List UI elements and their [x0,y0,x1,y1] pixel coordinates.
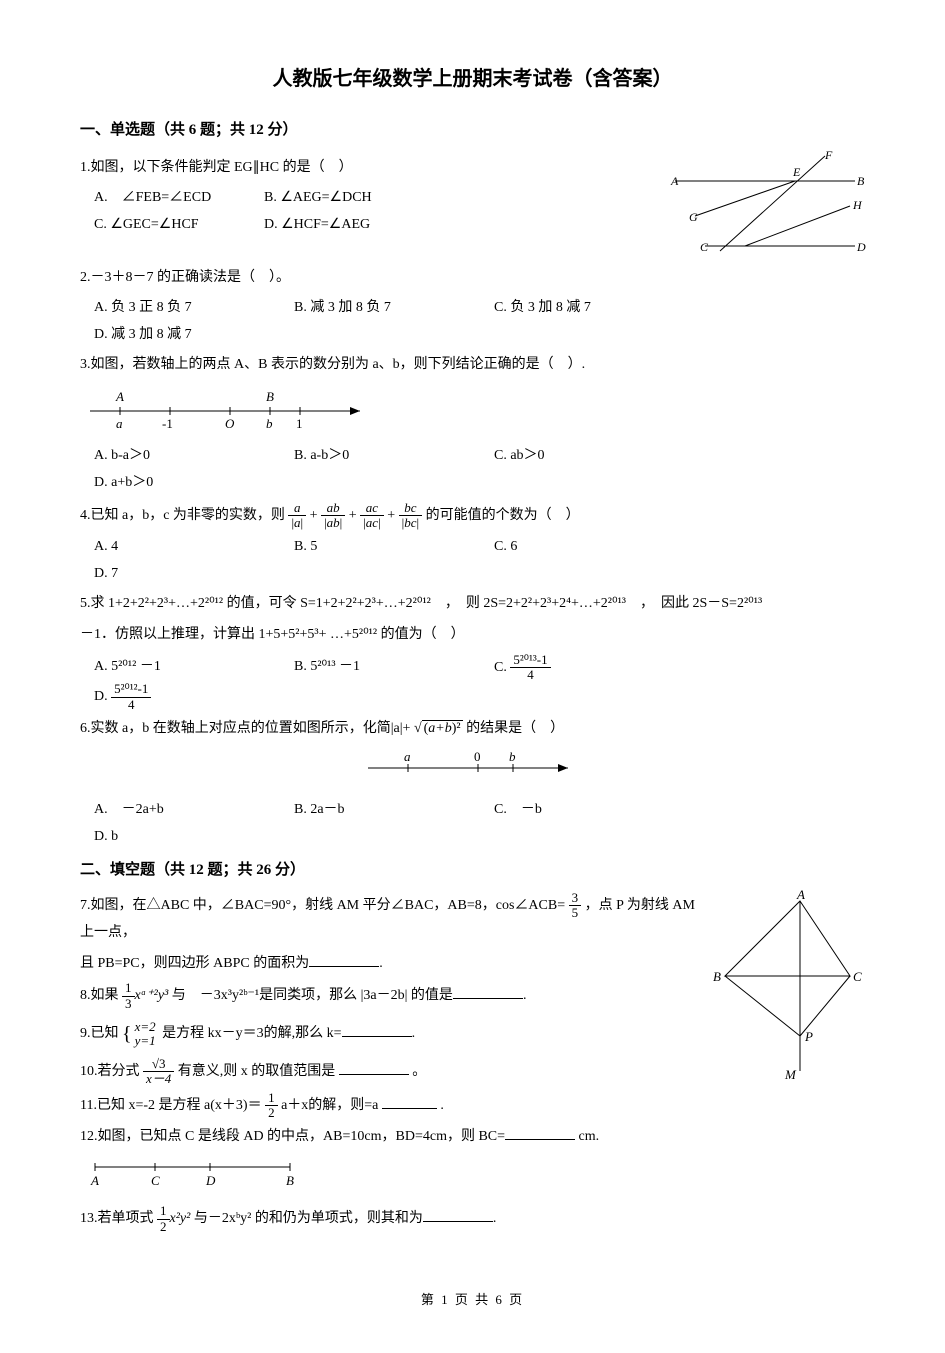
q9: 9.已知 {x=2y=1 是方程 kx－y＝3的解,那么 k=. [80,1015,865,1053]
q12-label-C: C [151,1173,160,1188]
q5-optB: B. 5²⁰¹³ －1 [294,654,454,681]
q1-label-E: E [792,165,801,179]
q2-optA: A. 负 3 正 8 负 7 [94,295,254,322]
q4-optA: A. 4 [94,534,254,561]
q3-optA: A. b-a＞0 [94,443,254,470]
q1-optB: B. ∠AEG=∠DCH [264,185,394,212]
q12: 12.如图，已知点 C 是线段 AD 的中点，AB=10cm，BD=4cm，则 … [80,1124,865,1151]
q5-line2: －1．仿照以上推理，计算出 1+5+5²+5³+ …+5²⁰¹² 的值为（ ） [80,622,865,649]
q12-label-A: A [90,1173,99,1188]
q11: 11.已知 x=-2 是方程 a(x＋3)＝ 12 a＋x的解，则=a . [80,1091,865,1121]
q8-blank [453,984,523,999]
q4-pre: 4.已知 a，b，c 为非零的实数，则 [80,508,288,523]
q6-pre: 6.实数 a，b 在数轴上对应点的位置如图所示，化简|a|+ [80,721,414,736]
q11-blank [382,1094,437,1109]
q1-label-F: F [824,148,833,162]
q1-label-A: A [670,174,679,188]
section2-heading: 二、填空题（共 12 题；共 26 分） [80,856,865,885]
q6: 6.实数 a，b 在数轴上对应点的位置如图所示，化简|a|+ √(a+b)² 的… [80,716,865,743]
q3-label-m1: -1 [162,416,173,431]
q1-label-C: C [700,240,709,254]
q1-label-G: G [689,210,698,224]
q1-label-D: D [856,240,866,254]
section1-heading: 一、单选题（共 6 题；共 12 分） [80,116,865,145]
q6-optA: A. －2a+b [94,797,254,824]
q4-frac1: a|a| [288,501,306,531]
page-footer: 第 1 页 共 6 页 [80,1288,865,1313]
q7-line2: 且 PB=PC，则四边形 ABPC 的面积为. [80,951,865,978]
q4-post: 的可能值的个数为（ ） [426,508,580,523]
q3-label-a: a [116,416,123,431]
q4-frac2: ab|ab| [321,501,345,531]
q5-optA: A. 5²⁰¹² －1 [94,654,254,681]
q1-figure: A B C D E F G H [665,151,865,261]
q3-label-A: A [115,389,124,404]
q4-optD: D. 7 [94,561,254,588]
q6-optD: D. b [94,824,254,851]
q5-optC: C. 5²⁰¹³-14 [494,653,654,683]
q1-optA: A. ∠FEB=∠ECD [94,185,224,212]
q13: 13.若单项式 12x²y² 与－2xᵇy² 的和仍为单项式，则其和为. [80,1204,865,1234]
q5-optD: D. 5²⁰¹²-14 [94,682,254,712]
q6-optB: B. 2a－b [294,797,454,824]
q1-label-B: B [857,174,865,188]
q4-optC: C. 6 [494,534,654,561]
q1-label-H: H [852,198,863,212]
q3-label-p1: 1 [296,416,303,431]
q6-label-b: b [509,749,516,764]
q10-blank [339,1060,409,1075]
q3-figure: A B a -1 O b 1 [80,383,380,433]
q3-label-B: B [266,389,274,404]
q12-blank [505,1125,575,1140]
q2-optD: D. 减 3 加 8 减 7 [94,322,254,349]
q4: 4.已知 a，b，c 为非零的实数，则 a|a| + ab|ab| + ac|a… [80,501,865,531]
q6-label-0: 0 [474,749,481,764]
q4-optB: B. 5 [294,534,454,561]
q13-blank [423,1207,493,1222]
q12-label-B: B [286,1173,294,1188]
q6-post: 的结果是（ ） [466,721,564,736]
q6-figure: a 0 b [358,746,588,786]
q12-label-D: D [205,1173,216,1188]
q12-figure: A C D B [80,1155,310,1190]
q3-label-b: b [266,416,273,431]
q1-optD: D. ∠HCF=∠AEG [264,212,394,239]
q5-line1: 5.求 1+2+2²+2³+…+2²⁰¹² 的值，可令 S=1+2+2²+2³+… [80,591,865,618]
q6-sqrt: √(a+b)² [414,720,463,736]
q3-text: 3.如图，若数轴上的两点 A、B 表示的数分别为 a、b，则下列结论正确的是（ … [80,352,865,379]
q1-text: 1.如图，以下条件能判定 EG∥HC 的是（ ） [80,155,665,182]
q4-frac3: ac|ac| [360,501,384,531]
q2-optC: C. 负 3 加 8 减 7 [494,295,654,322]
q2-optB: B. 减 3 加 8 负 7 [294,295,454,322]
q1-optC: C. ∠GEC=∠HCF [94,212,224,239]
q9-blank [342,1022,412,1037]
q10: 10.若分式 √3x－4 有意义,则 x 的取值范围是 。 [80,1057,865,1087]
q6-label-a: a [404,749,411,764]
page-title: 人教版七年级数学上册期末考试卷（含答案） [80,60,865,98]
q2-text: 2.－3＋8－7 的正确读法是（ ）。 [80,265,865,292]
q3-label-O: O [225,416,235,431]
q7: 7.如图，在△ABC 中，∠BAC=90°，射线 AM 平分∠BAC，AB=8，… [80,891,865,947]
q3-optD: D. a+b＞0 [94,470,254,497]
q7-blank [309,952,379,967]
q3-optC: C. ab＞0 [494,443,654,470]
q8: 8.如果 13xᵃ⁺²y³ 与 －3x³y²ᵇ⁻¹是同类项，那么 |3a－2b|… [80,981,865,1011]
q3-optB: B. a-b＞0 [294,443,454,470]
q4-frac4: bc|bc| [399,501,423,531]
q6-optC: C. －b [494,797,654,824]
